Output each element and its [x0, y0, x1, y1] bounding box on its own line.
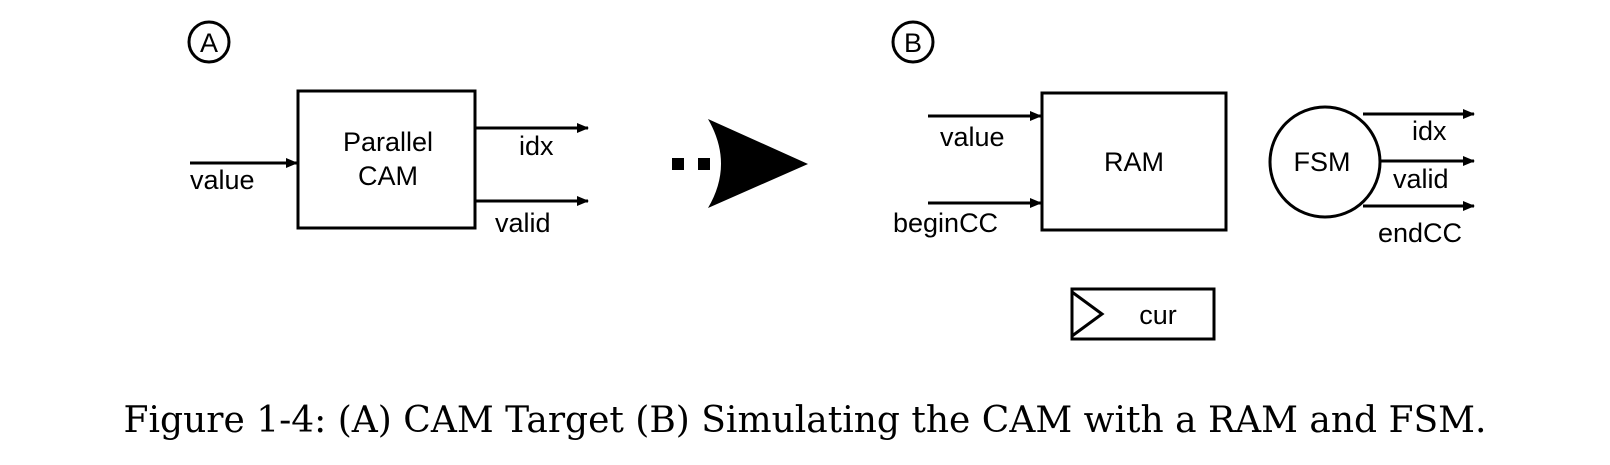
fsm-output-end-label: endCC: [1378, 218, 1462, 248]
cur-register-box: [1070, 287, 1216, 341]
transform-arrow: [672, 119, 808, 208]
cam-input-value-label: value: [190, 165, 255, 195]
ram-input-value-label: value: [940, 122, 1005, 152]
panel-a-marker-label: A: [200, 28, 218, 58]
transform-arrowhead: [708, 119, 808, 208]
ram-block: [1040, 91, 1228, 232]
parallel-cam-label-line2: CAM: [358, 161, 418, 191]
transform-dot-2: [698, 158, 710, 170]
panel-b: B RAM value beginCC FSM idx valid endCC …: [891, 20, 1475, 341]
ram-input-begin-label: beginCC: [893, 208, 998, 238]
panel-b-marker-label: B: [904, 28, 922, 58]
cur-register: cur: [1070, 287, 1216, 341]
ram-label: RAM: [1104, 147, 1164, 177]
parallel-cam-label-line1: Parallel: [343, 127, 433, 157]
parallel-cam-block: [296, 89, 477, 230]
panel-a-marker-circle: [187, 20, 231, 64]
panel-a: A Parallel CAM value idx valid: [187, 20, 589, 238]
figure-caption: Figure 1-4: (A) CAM Target (B) Simulatin…: [124, 400, 1487, 441]
panel-a-marker: A: [187, 20, 231, 64]
cam-output-valid-label: valid: [495, 208, 551, 238]
transform-dot-1: [672, 158, 684, 170]
fsm-output-valid-label: valid: [1393, 164, 1449, 194]
fsm-output-idx-label: idx: [1412, 116, 1447, 146]
cur-register-label: cur: [1139, 300, 1177, 330]
cam-output-idx-label: idx: [519, 131, 554, 161]
panel-b-marker: B: [891, 20, 935, 64]
fsm-label: FSM: [1294, 147, 1351, 177]
panel-b-marker-circle: [891, 20, 935, 64]
clock-triangle-icon: [1071, 290, 1105, 338]
